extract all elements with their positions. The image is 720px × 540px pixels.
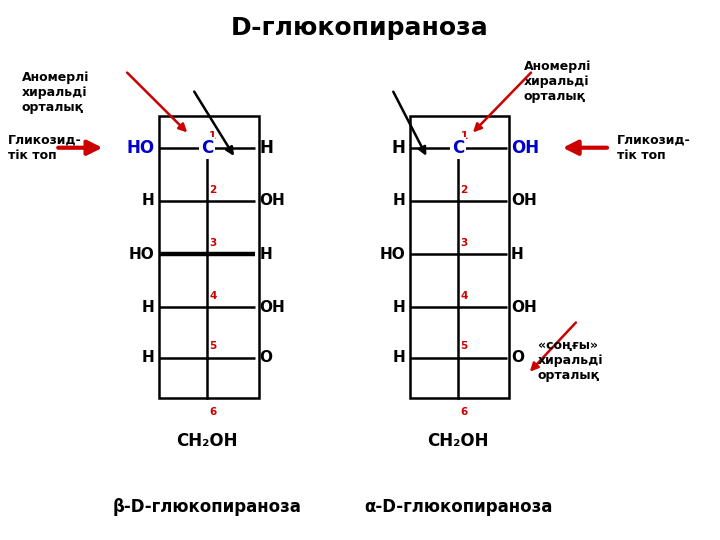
Text: 3: 3 <box>209 238 217 248</box>
Text: CH₂OH: CH₂OH <box>176 432 238 450</box>
Text: α-D-глюкопираноза: α-D-глюкопираноза <box>364 497 552 516</box>
Text: H: H <box>260 247 272 261</box>
Text: 3: 3 <box>460 238 467 248</box>
Text: OH: OH <box>511 139 539 157</box>
Text: HO: HO <box>129 247 154 261</box>
Text: H: H <box>392 139 405 157</box>
Text: 5: 5 <box>209 341 217 352</box>
Text: H: H <box>393 193 405 208</box>
Text: 4: 4 <box>209 291 217 301</box>
Text: CH₂OH: CH₂OH <box>428 432 489 450</box>
Text: D-глюкопираноза: D-глюкопираноза <box>231 16 489 40</box>
Text: Аномерлі
хиральді
орталық: Аномерлі хиральді орталық <box>523 60 591 103</box>
Text: HO: HO <box>379 247 405 261</box>
Text: OH: OH <box>511 193 536 208</box>
Text: HO: HO <box>126 139 154 157</box>
Text: 2: 2 <box>209 185 217 194</box>
Text: 5: 5 <box>460 341 467 352</box>
Text: H: H <box>142 300 154 315</box>
Text: O: O <box>511 350 524 365</box>
Text: OH: OH <box>260 193 285 208</box>
Text: C: C <box>201 139 213 157</box>
Text: H: H <box>142 193 154 208</box>
Text: «соңғы»
хиральді
орталық: «соңғы» хиральді орталық <box>538 339 603 382</box>
Text: O: O <box>260 350 273 365</box>
Text: 6: 6 <box>460 407 467 417</box>
Text: Гликозид-
тік топ: Гликозид- тік топ <box>8 134 81 161</box>
Text: Аномерлі
хиральді
орталық: Аномерлі хиральді орталық <box>22 71 89 113</box>
Text: 4: 4 <box>460 291 468 301</box>
Text: Гликозид-
тік топ: Гликозид- тік топ <box>617 134 690 161</box>
Text: β-D-глюкопираноза: β-D-глюкопираноза <box>112 497 302 516</box>
Text: H: H <box>393 300 405 315</box>
Text: H: H <box>260 139 274 157</box>
Text: H: H <box>393 350 405 365</box>
Text: 2: 2 <box>460 185 467 194</box>
Text: H: H <box>511 247 523 261</box>
Text: C: C <box>452 139 464 157</box>
Text: 1: 1 <box>209 131 217 141</box>
Text: H: H <box>142 350 154 365</box>
Text: 6: 6 <box>209 407 217 417</box>
Text: OH: OH <box>511 300 536 315</box>
Text: OH: OH <box>260 300 285 315</box>
Text: 1: 1 <box>460 131 467 141</box>
